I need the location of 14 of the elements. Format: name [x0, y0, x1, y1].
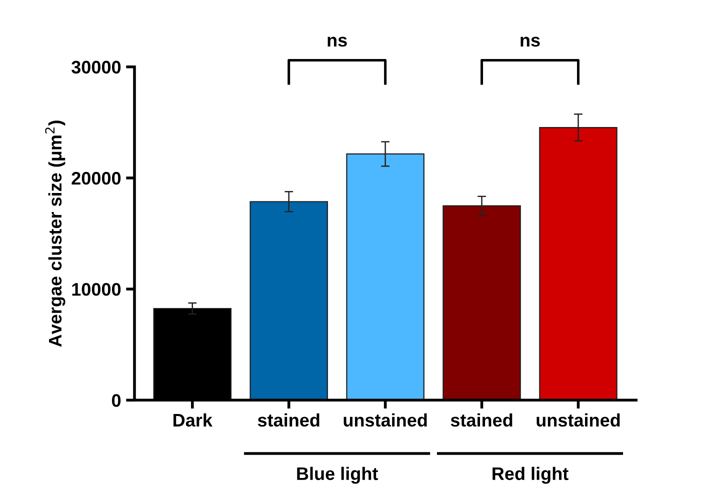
- y-tick-label: 0: [112, 394, 121, 407]
- x-tick-label: stained: [258, 413, 320, 427]
- text: Blue light: [297, 466, 378, 484]
- text: Red light: [492, 466, 568, 484]
- x-tick-label: unstained: [536, 413, 620, 427]
- text: ns: [520, 36, 540, 47]
- x-tick-label: stained: [450, 413, 512, 427]
- text: ns: [328, 36, 347, 47]
- y-tick-label: 10000: [72, 282, 121, 296]
- x-tick-label: unstained: [344, 413, 427, 427]
- y-axis-title: Avergae cluster size (μm$^{2}$): [45, 120, 66, 347]
- x-tick-label: Dark: [174, 413, 212, 427]
- y-tick-label: 20000: [72, 172, 121, 185]
- y-tick-label: 30000: [72, 60, 121, 74]
